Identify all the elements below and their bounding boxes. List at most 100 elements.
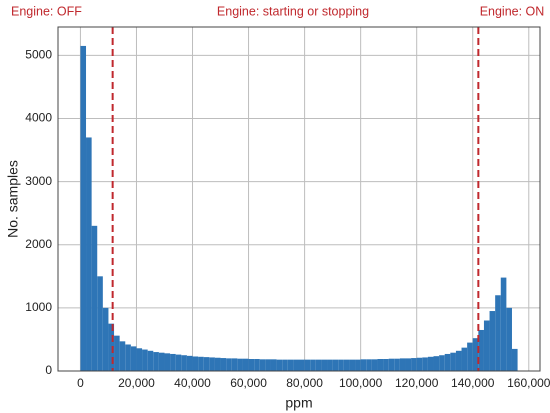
bar [343,359,350,371]
bar [287,359,294,371]
bar [411,358,417,371]
bar [360,359,367,371]
bar [371,359,378,371]
bar [164,353,171,371]
y-tick-label: 5000 [25,48,52,62]
bar [338,359,344,371]
bar [270,359,277,371]
bar [192,356,199,371]
y-tick-label: 2000 [25,237,52,251]
bar [304,359,311,371]
bar [433,356,440,371]
x-tick-label: 60,000 [230,376,267,390]
bar [220,358,227,371]
x-tick-label: 0 [77,376,84,390]
bar [299,359,305,371]
bar [91,225,98,371]
bar [377,359,384,371]
y-tick-label: 1000 [25,300,52,314]
bar [136,348,143,371]
bar [478,329,484,371]
bar [489,311,496,371]
bar [511,348,518,371]
x-axis-label: ppm [285,395,312,411]
annotation: Engine: starting or stopping [217,4,369,18]
bar [416,357,423,371]
bar [119,341,126,371]
bar [321,359,328,371]
bar [450,352,456,371]
bar [293,359,299,371]
bar [461,347,468,371]
bar [265,359,271,371]
bar [399,358,406,371]
bar [455,350,462,371]
bar [394,358,400,371]
bar [209,357,215,371]
bar [282,359,288,371]
bar [500,277,507,371]
bar [483,320,490,371]
bar [349,359,356,371]
bar [315,359,322,371]
bar [472,338,479,371]
x-tick-label: 140,000 [451,376,495,390]
bar [422,357,428,371]
y-tick-label: 3000 [25,174,52,188]
bar [327,359,333,371]
x-tick-label: 160,000 [507,376,550,390]
annotation: Engine: ON [480,4,545,18]
bar [259,359,266,371]
bar [147,350,154,371]
bar [242,358,249,371]
bar [114,335,120,371]
bar [248,359,255,371]
plot-frame [57,26,541,372]
bar [198,356,204,371]
bar [226,358,232,371]
bar [125,344,131,371]
bar [214,357,221,371]
bar [153,352,159,371]
bar [388,358,395,371]
x-tick-label: 40,000 [174,376,211,390]
bar [108,323,115,371]
bar [186,355,193,371]
bar [80,45,87,371]
bar [495,295,501,371]
bar [254,359,260,371]
bar [467,342,473,371]
bar [439,355,445,371]
bar [203,357,210,371]
bar [175,354,182,371]
bar [383,359,389,371]
annotation: Engine: OFF [11,4,82,18]
bar [444,353,451,371]
bar [97,276,103,371]
bar [355,359,361,371]
bar [332,359,339,371]
x-tick-label: 120,000 [395,376,439,390]
bar [276,359,283,371]
bar [366,359,372,371]
bar [181,355,187,371]
y-tick-label: 0 [45,363,52,377]
x-tick-label: 80,000 [286,376,323,390]
bar [237,358,243,371]
x-tick-label: 20,000 [118,376,155,390]
y-tick-label: 4000 [25,111,52,125]
bar [170,353,176,371]
bar [158,352,165,371]
bar [310,359,316,371]
bar [405,358,412,371]
bar [102,307,109,371]
bar [427,356,434,371]
y-axis-label: No. samples [5,160,21,238]
bar [130,346,137,371]
bar [506,307,512,371]
x-tick-label: 100,000 [339,376,383,390]
bar [86,137,92,371]
bar [231,358,238,371]
bar [142,349,148,371]
